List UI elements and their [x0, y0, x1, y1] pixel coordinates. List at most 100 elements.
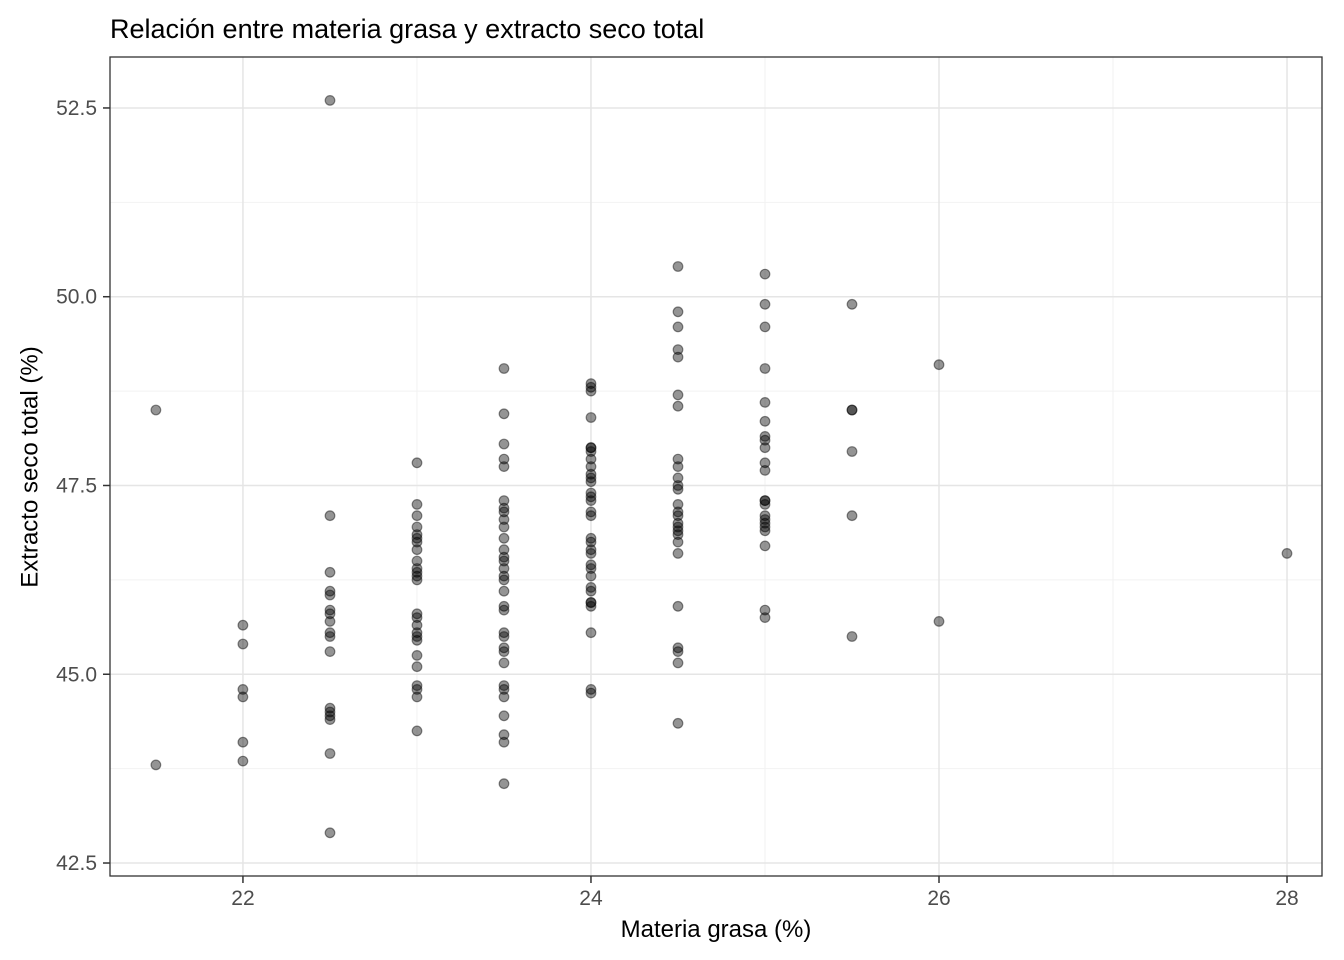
data-point: [759, 363, 771, 374]
data-point: [759, 517, 771, 529]
y-tick-label: 45.0: [56, 663, 97, 686]
data-point: [759, 499, 771, 510]
data-point: [759, 434, 771, 446]
data-point: [672, 389, 684, 401]
data-point: [498, 438, 510, 450]
data-point: [150, 404, 162, 416]
data-point: [585, 442, 597, 454]
data-point: [585, 446, 597, 457]
data-point: [498, 710, 510, 722]
data-point: [585, 563, 597, 574]
data-point: [498, 680, 510, 691]
data-point: [759, 510, 771, 522]
data-point: [846, 404, 858, 416]
data-point: [411, 661, 423, 673]
data-point: [585, 378, 597, 390]
data-point: [324, 608, 336, 620]
y-tick-label: 42.5: [56, 852, 97, 875]
data-point: [411, 529, 423, 540]
data-point: [411, 457, 423, 469]
y-tick-label: 47.5: [56, 474, 97, 497]
data-point: [846, 404, 858, 416]
data-point: [498, 600, 510, 612]
data-point: [324, 714, 336, 725]
data-point: [324, 604, 336, 616]
data-point: [672, 657, 684, 669]
data-point: [759, 604, 771, 616]
data-point: [672, 453, 684, 465]
data-point: [585, 687, 597, 699]
data-point: [237, 755, 249, 767]
data-point: [672, 400, 684, 412]
data-point: [672, 521, 684, 533]
data-point: [498, 502, 510, 514]
data-point: [324, 702, 336, 714]
data-point: [585, 506, 597, 518]
y-tick-label: 52.5: [56, 97, 97, 120]
data-point: [759, 495, 771, 507]
data-point: [498, 585, 510, 597]
data-point: [498, 521, 510, 533]
data-point: [324, 748, 336, 759]
data-point: [759, 415, 771, 427]
data-point: [585, 600, 597, 612]
x-tick-label: 26: [927, 887, 950, 910]
data-point: [324, 616, 336, 627]
data-point: [585, 472, 597, 484]
data-point: [585, 476, 597, 488]
data-point: [498, 506, 510, 518]
x-tick-label: 28: [1275, 887, 1298, 910]
data-point: [585, 487, 597, 499]
data-point: [411, 566, 423, 578]
x-axis-title: Materia grasa (%): [620, 916, 812, 943]
data-point: [585, 461, 597, 473]
data-point: [411, 544, 423, 556]
data-point: [411, 691, 423, 703]
data-point: [933, 359, 945, 371]
data-point: [324, 585, 336, 597]
data-point: [411, 499, 423, 510]
data-point: [759, 525, 771, 537]
data-point: [150, 759, 162, 771]
data-point: [498, 514, 510, 525]
data-point: [585, 381, 597, 393]
data-point: [585, 495, 597, 507]
data-point: [498, 657, 510, 669]
data-point: [759, 465, 771, 476]
data-point: [585, 597, 597, 608]
data-point: [672, 344, 684, 356]
data-point: [759, 495, 771, 507]
data-point: [411, 563, 423, 574]
data-point: [759, 268, 771, 280]
data-point: [585, 453, 597, 465]
data-point: [585, 468, 597, 480]
data-point: [672, 472, 684, 484]
data-point: [672, 483, 684, 495]
data-point: [324, 631, 336, 642]
data-point: [498, 642, 510, 654]
data-point: [759, 457, 771, 469]
data-point: [324, 710, 336, 722]
panel-border: [109, 56, 1323, 877]
data-point: [585, 597, 597, 608]
data-point: [672, 517, 684, 529]
x-tick-label: 24: [579, 887, 603, 910]
data-point: [411, 634, 423, 646]
data-point: [759, 442, 771, 454]
data-point: [237, 691, 249, 703]
data-point: [585, 442, 597, 454]
data-point: [585, 684, 597, 695]
data-point: [324, 706, 336, 718]
data-point: [498, 563, 510, 574]
data-point: [324, 566, 336, 578]
data-point: [498, 736, 510, 748]
data-point: [498, 495, 510, 507]
data-point: [411, 574, 423, 586]
data-point: [411, 570, 423, 582]
data-point: [672, 717, 684, 729]
data-point: [237, 619, 249, 631]
data-point: [411, 680, 423, 691]
data-point: [759, 321, 771, 333]
data-point: [411, 555, 423, 567]
y-axis-title: Extracto seco total (%): [17, 345, 45, 588]
